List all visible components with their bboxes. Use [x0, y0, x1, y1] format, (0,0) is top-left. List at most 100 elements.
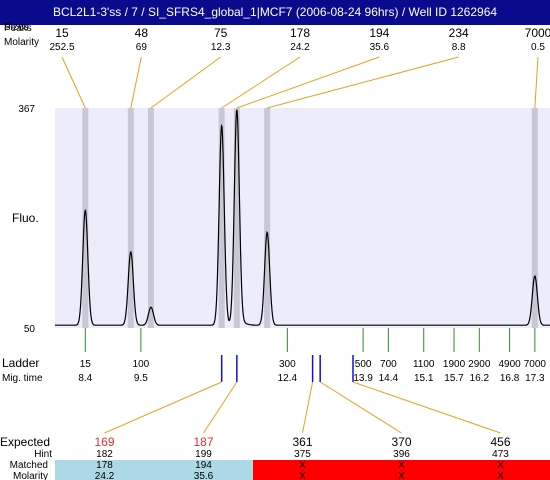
title-bar: BCL2L1-3'ss / 7 / SI_SFRS4_global_1|MCF7… [0, 0, 550, 25]
plot-area [55, 108, 550, 328]
hint-value: 199 [195, 449, 212, 460]
peak-size-label: 75 [214, 26, 228, 40]
matched-cell [154, 460, 253, 480]
marker-connector [203, 381, 238, 434]
peak-molarity-label: 35.6 [370, 42, 390, 53]
ladder-size-label: 15 [80, 359, 92, 370]
peak-connector [534, 56, 539, 109]
peak-size-label: 178 [290, 26, 310, 40]
ladder-size-label: 500 [355, 359, 372, 370]
ladder-time-label: 12.4 [278, 373, 298, 384]
peaks-label: Peaks [4, 23, 32, 34]
ladder-row: Ladder Mig. time 15 8.4 100 9.5 300 12.4 500 13.9… [2, 328, 546, 384]
ladder-label: Ladder [2, 356, 39, 370]
ladder-time-label: 9.5 [134, 373, 148, 384]
molarity-value: X [299, 471, 306, 480]
peak-molarity-label: 8.8 [452, 42, 466, 53]
y-axis-label: Fluo. [12, 211, 39, 225]
molarity-value: X [497, 471, 504, 480]
peak-size-label: 15 [55, 26, 69, 40]
y-min-label: 50 [24, 324, 36, 335]
peak-band [264, 108, 271, 328]
matched-value: X [497, 460, 504, 471]
peak-size-label: 194 [369, 26, 389, 40]
expected-value: 361 [292, 435, 312, 449]
peak-bands [82, 108, 538, 328]
matched-value: 194 [195, 460, 212, 471]
ladder-size-label: 2900 [468, 359, 491, 370]
peak-molarity-label: 69 [136, 42, 148, 53]
expected-markers [104, 355, 501, 434]
peak-connector [150, 56, 221, 109]
matched-cell [253, 460, 352, 480]
y-max-label: 367 [18, 104, 35, 115]
ladder-time-label: 15.1 [414, 373, 434, 384]
molarity-value: 35.6 [194, 471, 214, 480]
ladder-time-label: 17.3 [525, 373, 545, 384]
hint-value: 473 [492, 449, 509, 460]
ladder-size-label: 1100 [413, 359, 435, 370]
peak-connector [221, 56, 301, 109]
ladder-time-label: 13.9 [353, 373, 373, 384]
ladder-time-label: 8.4 [78, 373, 92, 384]
mig-time-label: Mig. time [2, 373, 43, 384]
ladder-size-label: 7000 [524, 359, 547, 370]
matched-value: 178 [96, 460, 113, 471]
peak-band [218, 108, 225, 328]
matched-cell [352, 460, 451, 480]
peak-molarity-label: 24.2 [290, 42, 310, 53]
sizes-label: Sizes [4, 22, 28, 33]
hint-value: 396 [393, 449, 410, 460]
molarity-value: 24.2 [95, 471, 115, 480]
expected-value: 456 [490, 435, 510, 449]
hint-label: Hint [34, 449, 52, 460]
ladder-size-label: 700 [380, 359, 397, 370]
matched-value: X [398, 460, 405, 471]
matched-value: X [299, 460, 306, 471]
molarity-value: X [398, 471, 405, 480]
peak-connector [130, 56, 142, 109]
ladder-size-label: 300 [279, 359, 296, 370]
peak-size-label: 7000 [525, 26, 550, 40]
ladder-size-label: 4900 [498, 359, 521, 370]
molarity-row-label: Molarity [13, 471, 48, 480]
peak-connector [61, 56, 86, 109]
molarity-label: Molarity [4, 37, 39, 48]
peak-connector [267, 56, 459, 109]
marker-connector [319, 381, 402, 434]
peak-molarity-label: 12.3 [211, 42, 231, 53]
peak-band [531, 108, 538, 328]
ladder-time-label: 14.4 [379, 373, 399, 384]
ladder-size-label: 100 [133, 359, 150, 370]
matched-cell [451, 460, 550, 480]
expected-value: 169 [94, 435, 114, 449]
hint-value: 182 [96, 449, 113, 460]
fluorescence-trace [55, 109, 550, 326]
peak-connectors [61, 56, 539, 109]
marker-connector [352, 381, 501, 434]
marker-connector [104, 381, 222, 434]
peak-band [127, 108, 134, 328]
matched-cell [55, 460, 154, 480]
peak-band [82, 108, 89, 328]
peak-size-label: 48 [135, 26, 149, 40]
hint-value: 375 [294, 449, 311, 460]
ladder-time-label: 16.2 [470, 373, 490, 384]
marker-connector [302, 381, 314, 434]
peak-connector [236, 56, 380, 109]
peak-band [147, 108, 154, 328]
ladder-time-label: 16.8 [500, 373, 520, 384]
y-axis: 367 50 Fluo. [12, 104, 39, 335]
peak-molarity-label: 252.5 [49, 42, 74, 53]
expected-value: 187 [193, 435, 213, 449]
expected-label: Expected [0, 435, 50, 449]
peak-size-label: 234 [449, 26, 469, 40]
ladder-size-label: 1900 [443, 359, 466, 370]
peak-band [233, 108, 240, 328]
peak-molarity-label: 0.5 [531, 42, 545, 53]
ladder-time-label: 15.7 [444, 373, 464, 384]
